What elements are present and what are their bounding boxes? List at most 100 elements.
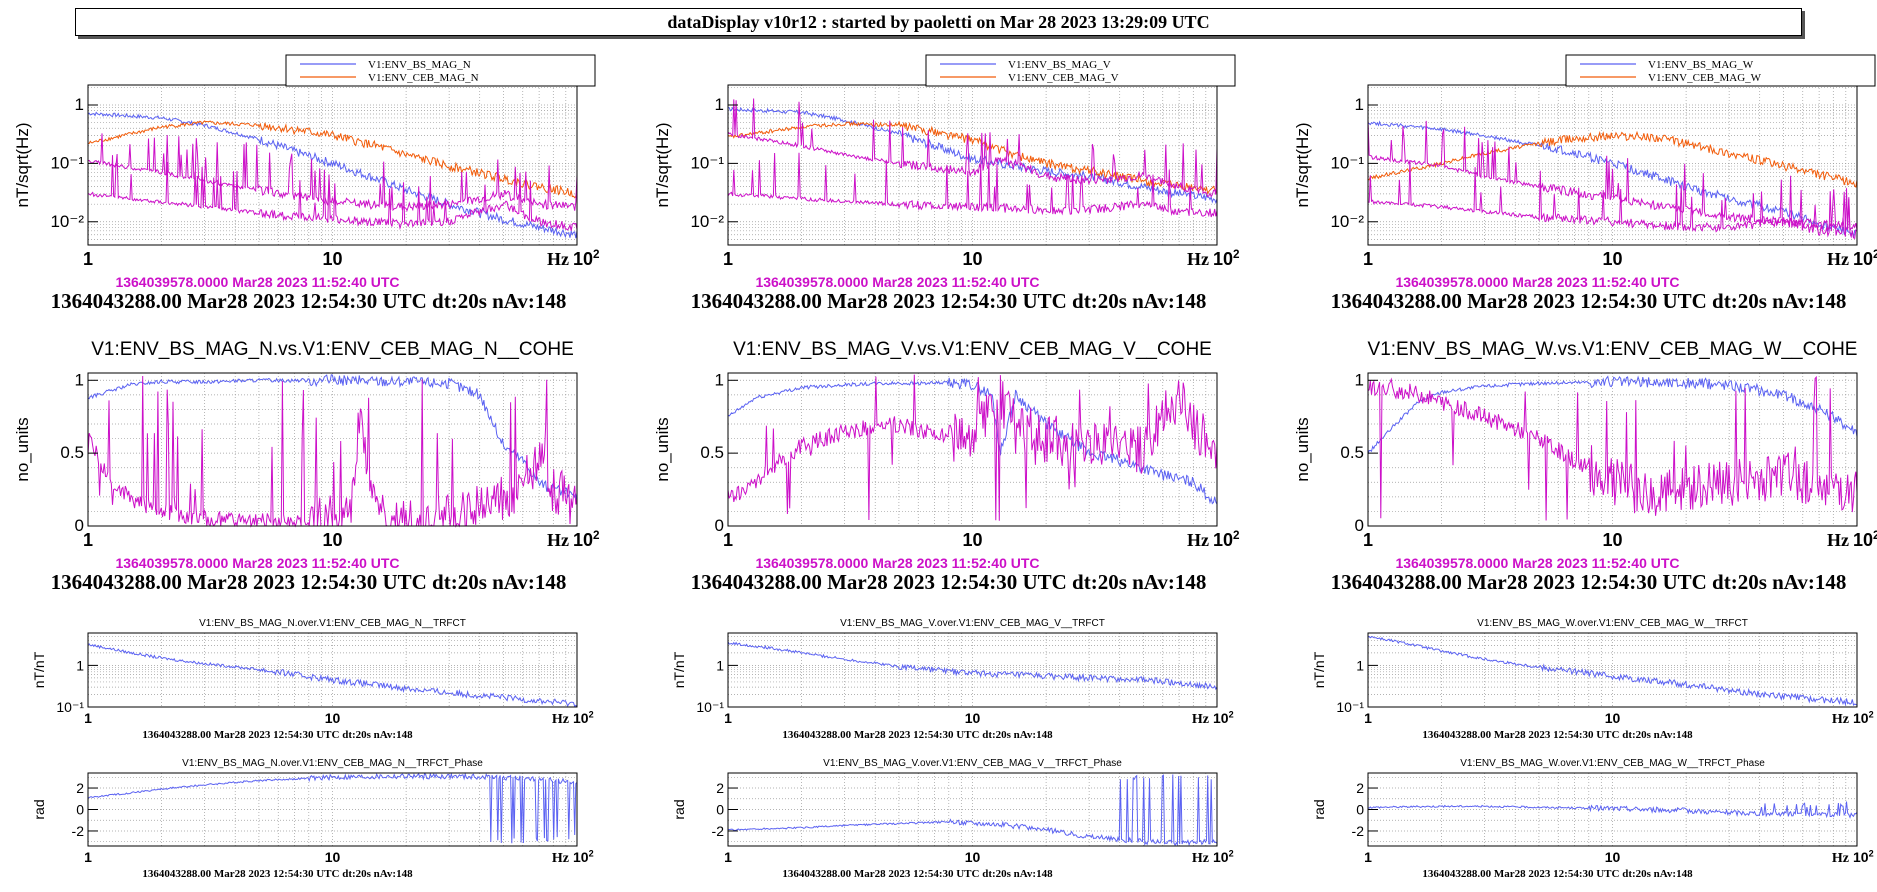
y-tick-label: 0	[1356, 802, 1364, 818]
x-tick-label: 1	[83, 249, 93, 269]
plot-frame	[87, 632, 578, 708]
y-axis-label: nT/sqrt(Hz)	[1293, 123, 1312, 208]
series-line-magenta-2	[727, 98, 1218, 198]
plot-title: V1:ENV_BS_MAG_N.over.V1:ENV_CEB_MAG_N__T…	[182, 758, 483, 769]
y-tick-label: -2	[1352, 823, 1365, 839]
series-line-blue-0	[727, 377, 1218, 505]
x-axis-unit: Hz	[552, 851, 569, 866]
reference-timestamp: 1364039578.0000 Mar28 2023 11:52:40 UTC	[755, 274, 1039, 290]
legend-label: V1:ENV_CEB_MAG_W	[1648, 72, 1762, 84]
acquisition-info: 1364043288.00 Mar28 2023 12:54:30 UTC dt…	[142, 868, 413, 880]
acquisition-info: 1364043288.00 Mar28 2023 12:54:30 UTC dt…	[51, 570, 567, 594]
x-axis-unit: Hz	[1827, 530, 1849, 550]
y-tick-label: 1	[715, 370, 724, 389]
series-line-blue-0	[1367, 375, 1858, 455]
x-tick-label: 10	[962, 530, 982, 550]
acquisition-info: 1364043288.00 Mar28 2023 12:54:30 UTC dt…	[1331, 570, 1847, 594]
chart-ph-0: -2 0 2 1 10 102 Hz rad V1:ENV_BS_MAG_N.over.V1:E…	[31, 758, 594, 880]
x-axis-unit: Hz	[547, 530, 569, 550]
x-tick-label: 102	[1853, 709, 1874, 726]
x-tick-label: 10	[1605, 849, 1621, 865]
x-axis-unit: Hz	[1827, 249, 1849, 269]
y-tick-label: 0.5	[60, 443, 84, 462]
y-tick-label: 0	[75, 516, 84, 535]
acquisition-info: 1364043288.00 Mar28 2023 12:54:30 UTC dt…	[1422, 868, 1693, 880]
x-tick-label: 102	[1213, 709, 1234, 726]
x-tick-label: 10	[1605, 710, 1621, 726]
series-line-blue-0	[88, 772, 578, 844]
x-tick-label: 1	[1364, 710, 1372, 726]
series-line-blue-0	[727, 774, 1218, 847]
x-tick-label: 10	[965, 849, 981, 865]
x-tick-label: 102	[573, 529, 600, 550]
y-tick-label: 1	[75, 370, 84, 389]
acquisition-info: 1364043288.00 Mar28 2023 12:54:30 UTC dt…	[782, 729, 1053, 741]
y-axis-label: nT/nT	[1311, 651, 1327, 688]
series-line-v1-env-bs-mag-v	[728, 106, 1218, 204]
legend-label: V1:ENV_BS_MAG_W	[1648, 59, 1754, 71]
y-tick-label: 10⁻¹	[690, 153, 724, 172]
x-tick-label: 1	[84, 710, 92, 726]
x-axis-unit: Hz	[1192, 712, 1209, 727]
y-axis-label: nT/sqrt(Hz)	[13, 123, 32, 208]
y-tick-label: 1	[716, 657, 724, 673]
plot-title: V1:ENV_BS_MAG_W.over.V1:ENV_CEB_MAG_W__T…	[1477, 618, 1748, 629]
y-tick-label: 1	[1355, 370, 1364, 389]
reference-timestamp: 1364039578.0000 Mar28 2023 11:52:40 UTC	[1395, 274, 1679, 290]
legend-label: V1:ENV_BS_MAG_V	[1008, 59, 1111, 71]
series-line-blue-0	[727, 641, 1218, 691]
x-tick-label: 102	[1853, 529, 1877, 550]
reference-timestamp: 1364039578.0000 Mar28 2023 11:52:40 UTC	[115, 274, 399, 290]
series-line-blue-0	[87, 643, 578, 708]
plot-title: V1:ENV_BS_MAG_V.over.V1:ENV_CEB_MAG_V__T…	[823, 758, 1122, 769]
x-axis-unit: Hz	[1187, 530, 1209, 550]
series-line-magenta-2	[87, 133, 578, 212]
acquisition-info: 1364043288.00 Mar28 2023 12:54:30 UTC dt…	[142, 729, 413, 741]
display-title: dataDisplay v10r12 : started by paoletti…	[75, 8, 1802, 36]
series-line-magenta-2	[1367, 119, 1858, 231]
y-tick-label: 10⁻²	[1330, 212, 1364, 231]
series-line-blue-0	[1367, 801, 1858, 819]
y-axis-label: rad	[1311, 799, 1327, 819]
x-tick-label: 1	[1364, 849, 1372, 865]
series-line-v1-env-bs-mag-n	[87, 111, 578, 239]
x-tick-label: 1	[723, 249, 733, 269]
x-tick-label: 10	[325, 849, 341, 865]
y-tick-label: 2	[1356, 780, 1364, 796]
y-tick-label: 2	[716, 780, 724, 796]
legend-label: V1:ENV_CEB_MAG_V	[1008, 72, 1119, 84]
plot-frame	[1367, 632, 1858, 708]
y-tick-label: 0	[1355, 516, 1364, 535]
chart-tf-1: 10⁻¹11 10 102HznT/nTV1:ENV_BS_MAG_V.over.V…	[671, 618, 1234, 741]
plot-title: V1:ENV_BS_MAG_W.over.V1:ENV_CEB_MAG_W__T…	[1460, 758, 1765, 769]
x-tick-label: 1	[724, 710, 732, 726]
x-tick-label: 1	[724, 849, 732, 865]
y-tick-label: 10⁻¹	[56, 699, 84, 715]
y-tick-label: 1	[715, 95, 724, 114]
x-axis-unit: Hz	[1192, 851, 1209, 866]
series-line-v1-env-ceb-mag-w	[1367, 130, 1858, 188]
plot-title: V1:ENV_BS_MAG_N.over.V1:ENV_CEB_MAG_N__T…	[199, 618, 466, 629]
y-axis-label: no_units	[653, 417, 672, 481]
y-tick-label: 1	[75, 95, 84, 114]
x-axis-unit: Hz	[1187, 249, 1209, 269]
x-tick-label: 102	[1213, 848, 1234, 865]
x-axis-unit: Hz	[1832, 712, 1849, 727]
legend-label: V1:ENV_BS_MAG_N	[368, 59, 471, 71]
y-tick-label: -2	[72, 823, 85, 839]
reference-timestamp: 1364039578.0000 Mar28 2023 11:52:40 UTC	[115, 555, 399, 571]
y-axis-label: no_units	[1293, 417, 1312, 481]
x-tick-label: 10	[322, 530, 342, 550]
x-tick-label: 102	[1213, 248, 1240, 269]
x-tick-label: 102	[1213, 529, 1240, 550]
series-line-magenta-3	[87, 153, 578, 231]
y-tick-label: 2	[76, 780, 84, 796]
y-tick-label: 10⁻²	[50, 212, 84, 231]
series-line-magenta-3	[727, 152, 1218, 218]
chart-ph-1: -2 0 2 1 10 102 Hz rad V1:ENV_BS_MAG_V.over.V1:E…	[671, 758, 1234, 880]
